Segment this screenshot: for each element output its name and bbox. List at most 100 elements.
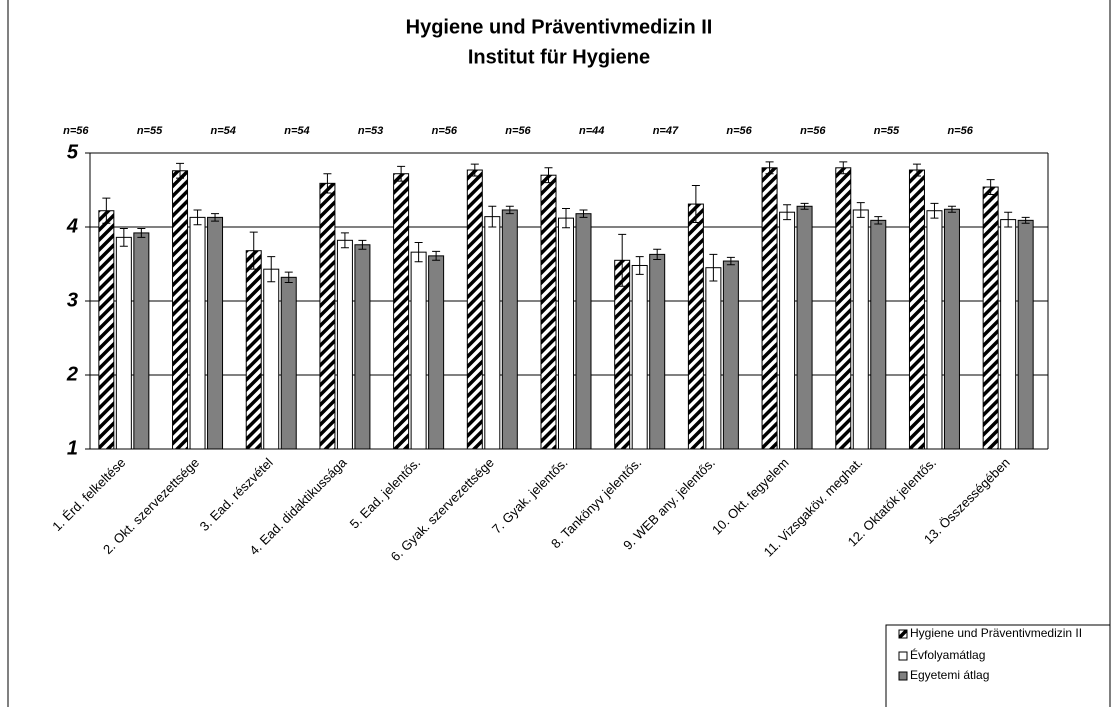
error-bar — [618, 233, 627, 287]
bar — [1017, 219, 1034, 450]
chart-subtitle: Institut für Hygiene — [468, 46, 650, 68]
bar — [172, 170, 189, 450]
bar — [722, 260, 739, 450]
error-bar — [323, 173, 332, 194]
n-label: n=47 — [653, 125, 679, 137]
bar — [1000, 219, 1017, 450]
bar — [835, 167, 852, 450]
bar — [133, 232, 150, 450]
error-bar — [947, 205, 956, 213]
legend-swatch — [898, 629, 908, 639]
error-bar — [249, 231, 258, 270]
chart-title: Hygiene und Präventivmedizin II — [406, 16, 713, 38]
error-bar — [930, 202, 939, 219]
n-label: n=56 — [726, 125, 752, 137]
n-label: n=54 — [284, 125, 309, 137]
bar — [428, 255, 445, 450]
error-bar — [726, 256, 735, 266]
error-bar — [397, 165, 406, 182]
bar — [245, 250, 262, 450]
bar — [779, 211, 796, 450]
bar — [484, 216, 501, 450]
bar — [796, 205, 813, 450]
error-bar — [193, 209, 202, 226]
error-bar — [783, 204, 792, 221]
bar — [649, 253, 666, 450]
error-bar — [653, 248, 662, 261]
bar — [393, 173, 410, 450]
bar — [540, 174, 557, 450]
error-bar — [691, 185, 700, 224]
n-label: n=55 — [874, 125, 900, 137]
bar — [852, 209, 869, 450]
n-label: n=53 — [358, 125, 383, 137]
error-bar — [284, 271, 293, 283]
bar — [558, 217, 574, 450]
bar — [189, 216, 206, 450]
error-bar — [102, 197, 111, 224]
error-bar — [176, 162, 185, 179]
bar — [631, 264, 648, 450]
y-tick-label: 1 — [67, 437, 78, 459]
error-bar — [505, 205, 514, 215]
y-tick-label: 3 — [67, 289, 78, 311]
error-bar — [839, 161, 848, 175]
error-bar — [765, 161, 774, 175]
bar — [705, 267, 722, 450]
bar — [501, 209, 518, 450]
bar — [319, 182, 336, 450]
error-bar — [432, 250, 441, 261]
bar — [575, 213, 592, 450]
error-bar — [340, 232, 349, 249]
error-bar — [544, 167, 553, 184]
n-label: n=56 — [432, 125, 458, 137]
bar — [410, 251, 427, 450]
y-tick-label: 4 — [66, 215, 78, 237]
legend-box — [885, 624, 1111, 707]
error-bar — [1004, 211, 1013, 228]
error-bar — [414, 242, 423, 263]
error-bar — [635, 256, 644, 275]
legend-swatch — [898, 651, 908, 661]
y-tick-label: 5 — [67, 141, 79, 163]
bar — [926, 210, 943, 450]
bar — [98, 210, 115, 450]
n-label: n=56 — [505, 125, 531, 137]
bar — [943, 208, 960, 450]
n-label: n=56 — [800, 125, 826, 137]
error-bar — [1021, 216, 1030, 224]
bar — [354, 244, 371, 450]
bar — [614, 259, 631, 450]
legend-label: Egyetemi átlag — [910, 668, 989, 682]
error-bar — [986, 179, 995, 195]
n-label: n=56 — [947, 125, 973, 137]
error-bar — [137, 227, 146, 238]
error-bar — [856, 202, 865, 218]
bar — [466, 169, 483, 450]
error-bar — [562, 208, 570, 229]
error-bar — [470, 163, 479, 177]
error-bar — [358, 239, 367, 250]
error-bar — [800, 202, 809, 210]
bar — [908, 169, 925, 450]
bar — [263, 268, 280, 450]
error-bar — [579, 209, 588, 218]
error-bar — [211, 213, 220, 222]
bar — [982, 186, 999, 450]
bar — [280, 276, 297, 450]
error-bar — [119, 227, 128, 247]
bar — [207, 216, 224, 450]
bar — [761, 167, 778, 450]
n-label: n=55 — [137, 125, 163, 137]
error-bar — [912, 163, 921, 177]
n-label: n=44 — [579, 125, 604, 137]
error-bar — [709, 253, 718, 282]
y-tick-label: 2 — [66, 363, 78, 385]
bar — [336, 239, 353, 450]
n-label: n=56 — [63, 125, 89, 137]
n-label: n=54 — [211, 125, 236, 137]
error-bar — [267, 256, 276, 283]
legend-label: Hygiene und Präventivmedizin II — [910, 626, 1082, 640]
legend-swatch — [898, 671, 908, 681]
